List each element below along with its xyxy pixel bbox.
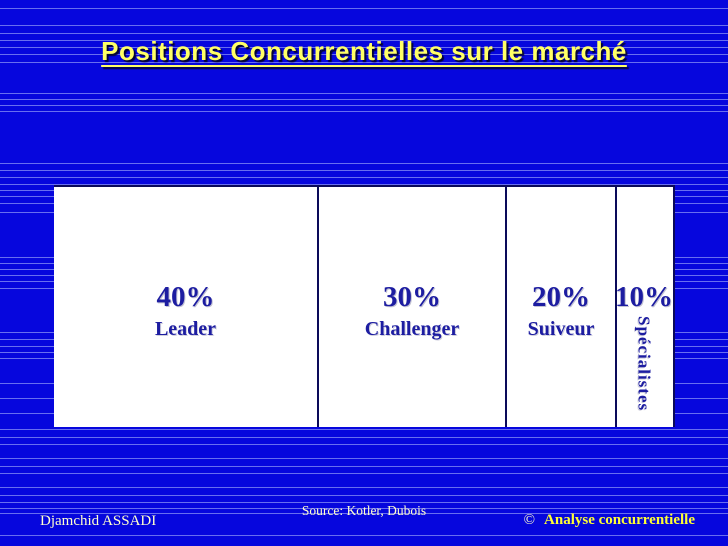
segment-percent: 20% xyxy=(532,281,590,313)
pinstripe-line xyxy=(0,487,728,488)
pinstripe-line xyxy=(0,466,728,467)
segment-challenger: 30% Challenger xyxy=(319,187,507,427)
copyright-label: Analyse concurrentielle xyxy=(544,512,695,528)
pinstripe-line xyxy=(0,437,728,438)
pinstripe-line xyxy=(0,62,728,63)
market-positions-chart: 40% Leader 30% Challenger 20% Suiveur 10… xyxy=(54,185,675,427)
segment-specialistes: 10% Spécialistes xyxy=(615,187,673,427)
pinstripe-line xyxy=(0,8,728,9)
pinstripe-line xyxy=(0,508,728,509)
pinstripe-line xyxy=(0,163,728,164)
pinstripe-line xyxy=(0,502,728,503)
footer-author: Djamchid ASSADI xyxy=(40,513,157,529)
footer-source: Source: Kotler, Dubois xyxy=(301,503,427,518)
pinstripe-line xyxy=(0,444,728,445)
pinstripe-line xyxy=(0,99,728,100)
pinstripe-line xyxy=(0,535,728,536)
pinstripe-line xyxy=(0,105,728,106)
pinstripe-line xyxy=(0,495,728,496)
footer-copyright: © Analyse concurrentielle xyxy=(524,512,695,529)
copyright-icon: © xyxy=(523,512,536,528)
slide-title: Positions Concurrentielles sur le marché xyxy=(101,36,627,66)
segment-percent: 10% xyxy=(615,281,673,313)
pinstripe-line xyxy=(0,25,728,26)
pinstripe-line xyxy=(0,170,728,171)
pinstripe-line xyxy=(0,93,728,94)
pinstripe-line xyxy=(0,513,728,514)
pinstripe-line xyxy=(0,177,728,178)
segment-leader: 40% Leader xyxy=(54,187,319,427)
pinstripe-line xyxy=(0,47,728,48)
segment-percent: 40% xyxy=(156,281,215,313)
segment-label-vertical: Spécialistes xyxy=(634,316,654,412)
pinstripe-line xyxy=(0,473,728,474)
pinstripe-line xyxy=(0,33,728,34)
pinstripe-line xyxy=(0,184,728,185)
segment-label: Suiveur xyxy=(527,318,595,340)
pinstripe-line xyxy=(0,40,728,41)
segment-percent: 30% xyxy=(383,281,441,313)
pinstripe-line xyxy=(0,429,728,430)
segment-label: Leader xyxy=(154,318,217,340)
segment-label: Challenger xyxy=(364,318,460,340)
pinstripe-line xyxy=(0,111,728,112)
segment-suiveur: 20% Suiveur xyxy=(507,187,617,427)
pinstripe-line xyxy=(0,458,728,459)
pinstripe-line xyxy=(0,54,728,55)
